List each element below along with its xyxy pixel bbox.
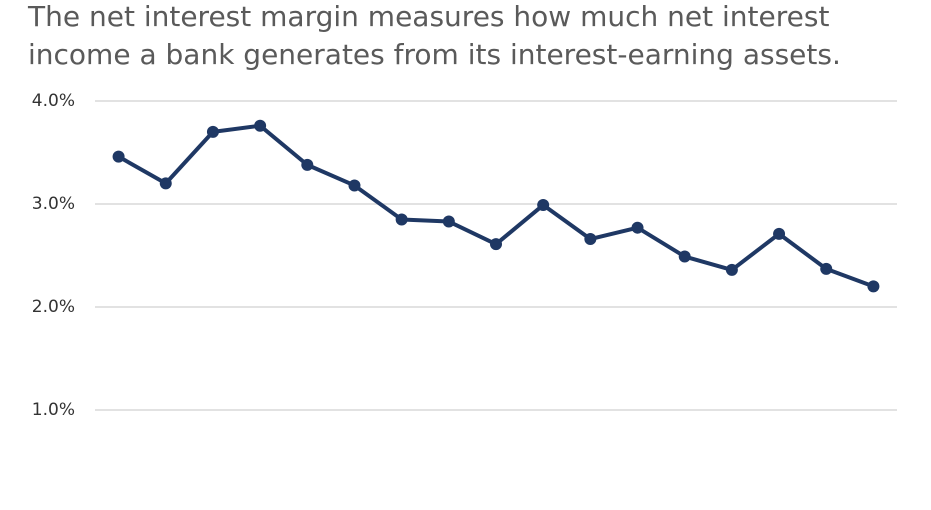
marker [678,250,691,263]
marker [159,177,172,190]
marker [442,215,455,228]
y-tick-label: 2.0% [32,297,75,317]
marker [820,262,833,275]
marker [773,227,786,240]
marker [725,263,738,276]
line [117,123,875,289]
marker [584,233,597,246]
marker [254,119,267,132]
y-tick-label: 4.0% [32,91,75,111]
marker [867,280,880,293]
marker [348,179,361,192]
marker [631,221,644,234]
chart-title: income a bank generates from its interes… [28,38,841,71]
marker [537,199,550,212]
y-tick-label: 1.0% [32,400,75,420]
marker [206,125,219,138]
marker [490,238,502,251]
chart-title: The net interest margin measures how muc… [27,0,829,33]
marker [301,158,314,171]
y-tick-label: 3.0% [32,194,75,214]
marker [112,150,125,163]
marker [395,213,408,226]
